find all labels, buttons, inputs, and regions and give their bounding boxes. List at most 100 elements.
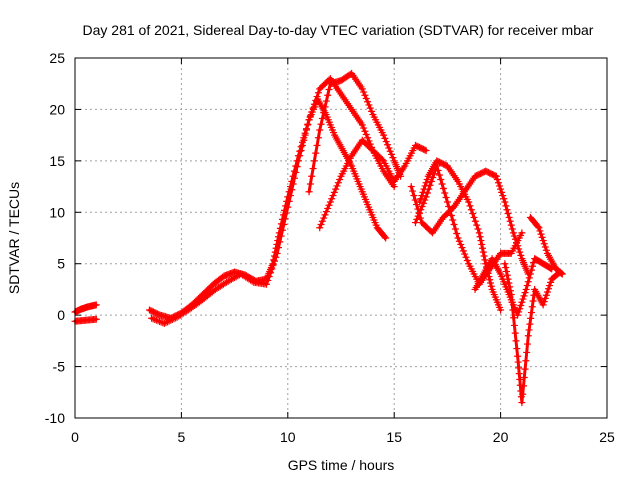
- data-point-marker: [519, 390, 527, 398]
- data-point-marker: [419, 188, 427, 196]
- data-point-marker: [425, 185, 433, 193]
- data-point-marker: [518, 298, 526, 306]
- data-point-marker: [293, 163, 301, 171]
- y-tick-label: 10: [49, 204, 65, 220]
- data-point-marker: [461, 250, 469, 258]
- data-point-marker: [278, 226, 286, 234]
- data-point-marker: [409, 187, 417, 195]
- data-point-marker: [502, 202, 510, 210]
- data-point-marker: [487, 282, 495, 290]
- data-point-marker: [422, 179, 430, 187]
- data-point-marker: [317, 120, 325, 128]
- data-point-marker: [527, 314, 535, 322]
- data-point-marker: [523, 348, 531, 356]
- data-point-marker: [305, 188, 313, 196]
- data-point-marker: [274, 244, 282, 252]
- data-point-marker: [520, 292, 528, 300]
- data-point-marker: [358, 121, 366, 129]
- data-point-marker: [429, 174, 437, 182]
- data-point-marker: [364, 134, 372, 142]
- data-point-marker: [523, 340, 531, 348]
- data-point-marker: [360, 88, 368, 96]
- data-point-marker: [380, 131, 388, 139]
- data-point-marker: [318, 114, 326, 122]
- data-point-marker: [330, 188, 338, 196]
- data-point-marker: [517, 302, 525, 309]
- data-point-marker: [280, 221, 288, 228]
- data-point-marker: [498, 188, 506, 196]
- data-point-marker: [459, 247, 467, 255]
- data-point-marker: [503, 271, 511, 279]
- data-point-marker: [310, 157, 318, 165]
- data-point-marker: [358, 85, 366, 93]
- data-point-marker: [314, 89, 322, 97]
- data-point-marker: [389, 154, 397, 162]
- data-point-marker: [300, 136, 308, 144]
- data-point-marker: [308, 172, 316, 180]
- data-point-marker: [535, 224, 543, 232]
- data-point-marker: [513, 345, 521, 353]
- data-point-marker: [152, 316, 160, 324]
- data-point-marker: [477, 237, 485, 245]
- data-point-marker: [267, 269, 275, 277]
- data-point-marker: [506, 283, 514, 291]
- data-point-marker: [382, 234, 390, 242]
- data-point-marker: [529, 297, 537, 305]
- data-point-marker: [540, 298, 548, 306]
- data-point-marker: [509, 229, 517, 237]
- data-point-marker: [426, 181, 434, 189]
- data-point-marker: [268, 265, 276, 273]
- data-point-marker: [312, 149, 320, 157]
- data-point-marker: [421, 146, 429, 154]
- data-point-marker: [328, 195, 336, 203]
- data-point-marker: [316, 224, 324, 232]
- data-point-marker: [361, 91, 369, 99]
- data-point-marker: [310, 100, 318, 108]
- data-point-marker: [298, 141, 306, 149]
- data-point-marker: [422, 193, 430, 201]
- data-point-marker: [264, 276, 272, 284]
- data-point-marker: [324, 204, 332, 212]
- series-arc-late-c: [407, 167, 532, 278]
- data-point-marker: [492, 172, 500, 180]
- data-point-marker: [148, 314, 156, 322]
- data-point-marker: [411, 219, 419, 227]
- data-point-marker: [168, 316, 176, 324]
- data-point-marker: [296, 152, 304, 160]
- data-point-marker: [292, 168, 300, 176]
- data-point-marker: [480, 252, 488, 260]
- data-point-marker: [384, 141, 392, 149]
- data-point-marker: [309, 104, 317, 112]
- data-point-marker: [438, 180, 446, 188]
- data-point-marker: [326, 198, 334, 206]
- data-point-marker: [435, 171, 443, 179]
- data-point-marker: [518, 229, 526, 237]
- data-point-marker: [496, 182, 504, 190]
- data-point-marker: [526, 270, 534, 278]
- data-point-marker: [509, 306, 517, 314]
- data-point-marker: [540, 240, 548, 248]
- data-point-marker: [527, 266, 535, 274]
- data-point-marker: [451, 225, 459, 233]
- data-point-marker: [422, 147, 430, 155]
- data-point-marker: [329, 192, 337, 200]
- data-point-marker: [285, 197, 293, 205]
- data-point-marker: [318, 217, 326, 225]
- data-point-marker: [269, 261, 277, 269]
- data-point-marker: [333, 182, 341, 190]
- data-point-marker: [414, 205, 422, 213]
- data-point-marker: [442, 194, 450, 201]
- data-point-marker: [364, 98, 372, 106]
- x-tick-label: 15: [386, 429, 402, 445]
- data-point-marker: [525, 274, 533, 282]
- y-tick-label: 20: [49, 101, 65, 117]
- y-tick-label: -5: [53, 359, 66, 375]
- data-point-marker: [517, 251, 525, 259]
- data-point-marker: [309, 165, 317, 173]
- series-line: [148, 97, 388, 320]
- data-point-marker: [542, 291, 550, 299]
- data-point-marker: [443, 198, 451, 206]
- data-point-marker: [524, 278, 532, 286]
- y-axis-label: SDTVAR / TECUs: [6, 182, 22, 294]
